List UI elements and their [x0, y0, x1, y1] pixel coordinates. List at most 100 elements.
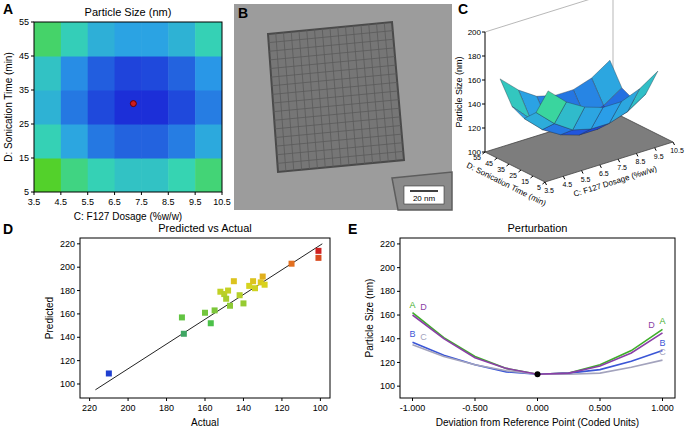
contour-cell: [195, 90, 222, 125]
series-line: [413, 345, 663, 375]
contour-cells: [34, 22, 222, 192]
y-tick-label: 100: [380, 381, 395, 391]
x-tick-label: 7.5: [135, 197, 148, 207]
y-tick-label: 200: [380, 263, 395, 273]
contour-cell: [88, 90, 115, 125]
x-tick: [636, 153, 638, 156]
z-tick-label: 180: [468, 52, 482, 61]
scale-bar-label: 20 nm: [413, 194, 436, 203]
plot-area: [413, 313, 663, 378]
x-tick-label: 8.5: [636, 158, 646, 165]
x-tick-label: 10.5: [213, 197, 231, 207]
y-tick-label: 25: [19, 119, 29, 129]
contour-cell: [168, 22, 195, 57]
lattice-line: [384, 23, 396, 161]
y-tick-label: 160: [380, 310, 395, 320]
design-point: [130, 101, 136, 107]
surface-patch: [536, 91, 566, 124]
x-tick-label: 220: [82, 403, 97, 413]
contour-cell: [115, 56, 142, 91]
contour-cell: [34, 90, 61, 125]
contour-cell: [34, 56, 61, 91]
point: [181, 331, 187, 337]
fit-line: [95, 244, 322, 390]
z-tick: [482, 128, 485, 129]
point: [315, 248, 321, 254]
point: [315, 255, 321, 261]
y-tick-label: 200: [60, 262, 75, 272]
contour-cell: [34, 22, 61, 57]
x-tick: [563, 176, 565, 179]
contour-cell: [195, 124, 222, 159]
plot-area: [95, 244, 322, 390]
x-tick-label: 3.5: [28, 197, 41, 207]
point: [237, 292, 243, 298]
x-tick-label: 180: [159, 403, 174, 413]
y-tick-label: 180: [380, 286, 395, 296]
y-tick-label: 120: [60, 356, 75, 366]
y-tick-label: 220: [60, 239, 75, 249]
x-tick-label: 0.500: [589, 403, 612, 413]
x-tick-label: 4.5: [55, 197, 68, 207]
y-tick-label: 55: [473, 154, 481, 161]
y-tick: [495, 158, 498, 160]
point: [252, 285, 258, 291]
x-tick-label: 6.5: [599, 170, 609, 177]
panel-letter: E: [348, 221, 357, 237]
x-tick-label: 8.5: [162, 197, 175, 207]
y-tick-label: 15: [521, 178, 529, 185]
z-tick-label: 160: [468, 76, 482, 85]
y-tick: [543, 182, 546, 184]
panel-letter: B: [238, 5, 248, 21]
series-label: D: [420, 302, 427, 312]
x-tick-label: 4.5: [562, 181, 572, 188]
micrograph: 20 nm B: [234, 4, 452, 210]
z-tick: [482, 104, 485, 105]
y-tick-label: 5: [537, 184, 541, 191]
lattice-line: [277, 151, 403, 163]
contour-cell: [61, 22, 88, 57]
y-tick: [483, 152, 486, 154]
panel-letter: A: [3, 1, 13, 17]
x-tick-label: -1.000: [400, 403, 426, 413]
title: Perturbation: [508, 222, 568, 234]
series-label: B: [409, 329, 415, 339]
x-tick-label: 120: [274, 403, 289, 413]
series-label: A: [659, 316, 665, 326]
point: [212, 307, 218, 313]
contour-cell: [168, 158, 195, 192]
y-tick: [507, 164, 510, 166]
x-tick-label: 5.5: [81, 197, 94, 207]
x-tick: [582, 171, 584, 174]
contour-cell: [34, 124, 61, 159]
figure: A3.54.55.56.57.58.59.510.551525354555Par…: [0, 0, 700, 441]
series-label: A: [409, 300, 415, 310]
y-axis-title: D: Sonication Time (min): [3, 52, 14, 161]
x-tick-label: 1.000: [651, 403, 674, 413]
y-axis-title: Particle Size (nm): [364, 279, 375, 358]
axes: -1.000-0.5000.0000.5001.0001001201401601…: [364, 222, 675, 428]
contour-cell: [141, 22, 168, 57]
contour-cell: [115, 90, 142, 125]
point: [208, 320, 214, 326]
point: [250, 278, 256, 284]
contour-cell: [168, 56, 195, 91]
series-line: [413, 315, 663, 374]
scale-bar: [410, 190, 438, 192]
x-tick-label: 100: [313, 403, 328, 413]
z-axis: [485, 32, 486, 152]
y-tick-label: 220: [380, 239, 395, 249]
crystal: [268, 22, 404, 172]
y-axis-title: D: Sonication Time (min): [465, 161, 548, 208]
frame: [34, 22, 222, 192]
point: [202, 310, 208, 316]
x-tick-label: 5.5: [581, 176, 591, 183]
contour-cell: [61, 124, 88, 159]
series-label: C: [420, 332, 427, 342]
surface: [500, 60, 658, 135]
point: [262, 282, 268, 288]
x-tick-label: 6.5: [108, 197, 121, 207]
title: Predicted vs Actual: [158, 222, 252, 234]
y-tick-label: 140: [60, 332, 75, 342]
image-ground: [234, 4, 452, 210]
